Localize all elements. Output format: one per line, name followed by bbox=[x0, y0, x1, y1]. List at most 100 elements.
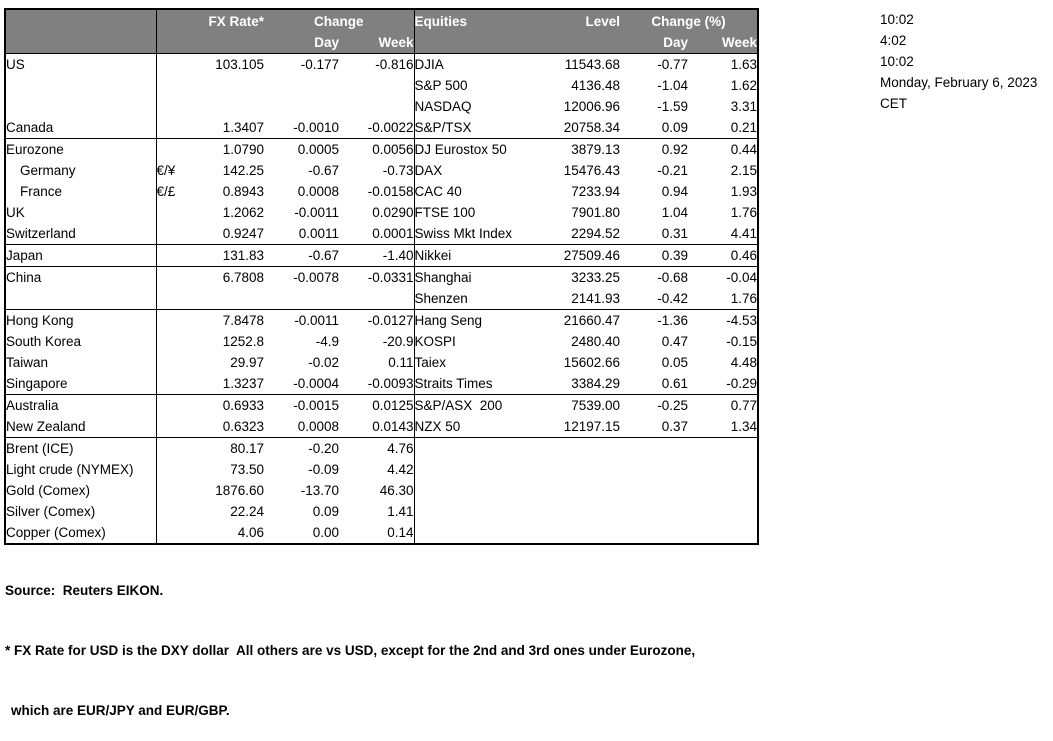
fx-rate-cell: 4.06 bbox=[237, 525, 264, 540]
currency-pair-cell bbox=[156, 438, 187, 460]
fx-week-cell: -0.0093 bbox=[339, 373, 414, 395]
eq-label-cell: S&P 500 bbox=[413, 75, 547, 96]
eq-level-cell bbox=[547, 438, 620, 460]
fx-day-cell: -0.0011 bbox=[294, 313, 339, 328]
eq-label-cell: DJIA bbox=[413, 53, 547, 75]
fx-week-cell: -0.73 bbox=[382, 163, 414, 178]
table-row: Silver (Comex) 22.24 0.09 1.41 bbox=[5, 501, 758, 522]
header-row-1: FX Rate* Change Equities Level Change (%… bbox=[5, 9, 758, 32]
fx-week-cell: 0.0001 bbox=[339, 223, 414, 245]
fx-week-cell: -0.0022 bbox=[339, 117, 414, 139]
fx-label-cell: Taiwan bbox=[5, 352, 157, 373]
table-row: France €/£ 0.8943 0.0008 -0.0158 CAC 40 7233.9… bbox=[5, 181, 758, 202]
fx-label-cell: Singapore bbox=[5, 373, 157, 395]
fx-day-cell: -0.02 bbox=[308, 355, 339, 370]
eq-week-cell: 0.46 bbox=[688, 244, 758, 267]
eq-label-cell bbox=[413, 437, 547, 459]
eq-label-cell: S&P/ASX 200 bbox=[413, 394, 547, 416]
fx-rate-cell: 29.97 bbox=[230, 355, 264, 370]
eq-week-cell: -0.04 bbox=[726, 270, 757, 285]
eq-level-cell: 2294.52 bbox=[547, 223, 620, 245]
currency-pair-cell bbox=[156, 117, 187, 139]
fx-week-cell: 0.0125 bbox=[372, 398, 414, 413]
fx-rate-header: FX Rate* bbox=[156, 9, 264, 32]
eq-level-cell: 3384.29 bbox=[547, 373, 620, 395]
currency-pair-cell bbox=[156, 96, 187, 117]
footnote-line-1: * FX Rate for USD is the DXY dollar All … bbox=[5, 643, 696, 658]
fx-day-cell: -0.20 bbox=[308, 441, 339, 456]
fx-label-cell bbox=[5, 75, 157, 96]
eq-day-cell: -0.42 bbox=[620, 288, 688, 310]
eq-day-cell: -1.59 bbox=[657, 99, 688, 114]
eq-level-cell: 2141.93 bbox=[547, 288, 620, 310]
eq-label-cell: DJ Eurostox 50 bbox=[413, 138, 547, 160]
fx-label-cell: Switzerland bbox=[5, 223, 157, 245]
eq-week-cell bbox=[688, 501, 758, 522]
fx-rate-cell bbox=[187, 288, 264, 310]
fx-rate-cell: 1.3237 bbox=[187, 373, 264, 395]
table-row: South Korea 1252.8 -4.9 -20.9 KOSPI 2480.40 0.… bbox=[5, 331, 758, 352]
fx-label-cell: Japan bbox=[5, 244, 157, 267]
eq-day-cell: 0.09 bbox=[620, 117, 688, 139]
eq-label-cell: NASDAQ bbox=[413, 96, 547, 117]
fx-label-cell: US bbox=[5, 53, 157, 75]
eq-day-cell: 0.94 bbox=[661, 184, 688, 199]
fx-rate-cell: 0.6933 bbox=[222, 398, 264, 413]
eq-day-cell: -0.25 bbox=[657, 398, 688, 413]
fx-label-cell: Canada bbox=[5, 117, 157, 139]
eq-level-cell bbox=[547, 480, 620, 501]
fx-day-cell bbox=[264, 75, 339, 96]
fx-label-cell: Light crude (NYMEX) bbox=[5, 459, 157, 480]
table-body: US 103.105 -0.177 -0.816 DJIA 11543.68 -0.77 1.… bbox=[5, 53, 758, 544]
table-row: Hong Kong 7.8478 -0.0011 -0.0127 Hang Seng 21… bbox=[5, 309, 758, 331]
timestamp-line-2: 4:02 bbox=[880, 33, 907, 48]
eq-label-cell: FTSE 100 bbox=[413, 202, 547, 223]
eq-week-cell: 0.44 bbox=[730, 142, 757, 157]
fx-rate-cell: 80.17 bbox=[230, 441, 264, 456]
fx-rate-cell: 6.7808 bbox=[222, 270, 264, 285]
eq-week-cell bbox=[688, 522, 758, 544]
eq-day-cell: -0.68 bbox=[657, 270, 688, 285]
source-note: Source: Reuters EIKON. bbox=[5, 583, 164, 598]
eq-week-cell bbox=[688, 459, 758, 480]
table-row: S&P 500 4136.48 -1.04 1.62 bbox=[5, 75, 758, 96]
eq-level-cell: 7233.94 bbox=[571, 184, 620, 199]
fx-day-cell: -0.0078 bbox=[293, 270, 339, 285]
eq-level-cell: 21660.47 bbox=[563, 313, 620, 328]
fx-week-cell: -0.0158 bbox=[367, 184, 414, 199]
fx-corner-cell bbox=[5, 9, 157, 32]
eq-day-cell: 0.61 bbox=[620, 373, 688, 395]
table-row: NASDAQ 12006.96 -1.59 3.31 bbox=[5, 96, 758, 117]
fx-rate-cell: 22.24 bbox=[230, 504, 264, 519]
eq-week-cell: 0.21 bbox=[688, 117, 758, 139]
eq-level-cell bbox=[547, 501, 620, 522]
fx-day-cell: -0.09 bbox=[308, 462, 339, 477]
fx-day-cell: -4.9 bbox=[315, 334, 339, 349]
fx-label-cell: Silver (Comex) bbox=[5, 501, 157, 522]
eq-week-cell: 3.31 bbox=[730, 99, 757, 114]
eq-day-cell: -1.36 bbox=[657, 313, 688, 328]
timestamp-line-3: 10:02 bbox=[880, 54, 914, 69]
eq-week-cell: 1.76 bbox=[730, 205, 757, 220]
fx-label-cell: UK bbox=[5, 202, 157, 223]
eq-level-cell: 2480.40 bbox=[571, 334, 620, 349]
fx-day-cell: 0.09 bbox=[312, 504, 339, 519]
fx-week-cell bbox=[339, 96, 414, 117]
fx-label-cell: New Zealand bbox=[5, 416, 157, 438]
header-row-2: Day Week Day Week bbox=[5, 32, 758, 54]
eq-label-cell bbox=[413, 501, 547, 522]
fx-week-cell: -20.9 bbox=[382, 334, 414, 349]
table-row: Japan 131.83 -0.67 -1.40 Nikkei 27509.46 0.39 0… bbox=[5, 244, 758, 267]
fx-rate-cell: 1.0790 bbox=[222, 142, 264, 157]
timestamp-line-1: 10:02 bbox=[880, 12, 914, 27]
eq-day-cell: 0.39 bbox=[620, 244, 688, 267]
eq-level-cell: 27509.46 bbox=[547, 244, 620, 267]
fx-rate-cell: 1.3407 bbox=[187, 117, 264, 139]
eq-level-cell: 4136.48 bbox=[571, 78, 620, 93]
fx-week-cell bbox=[339, 75, 414, 96]
table-row: New Zealand 0.6323 0.0008 0.0143 NZX 50 12197… bbox=[5, 416, 758, 438]
eq-label-cell: Swiss Mkt Index bbox=[413, 223, 547, 245]
timezone-line: CET bbox=[880, 96, 907, 111]
fx-week-cell: 0.0290 bbox=[372, 205, 414, 220]
eq-label-cell: Hang Seng bbox=[413, 309, 547, 331]
